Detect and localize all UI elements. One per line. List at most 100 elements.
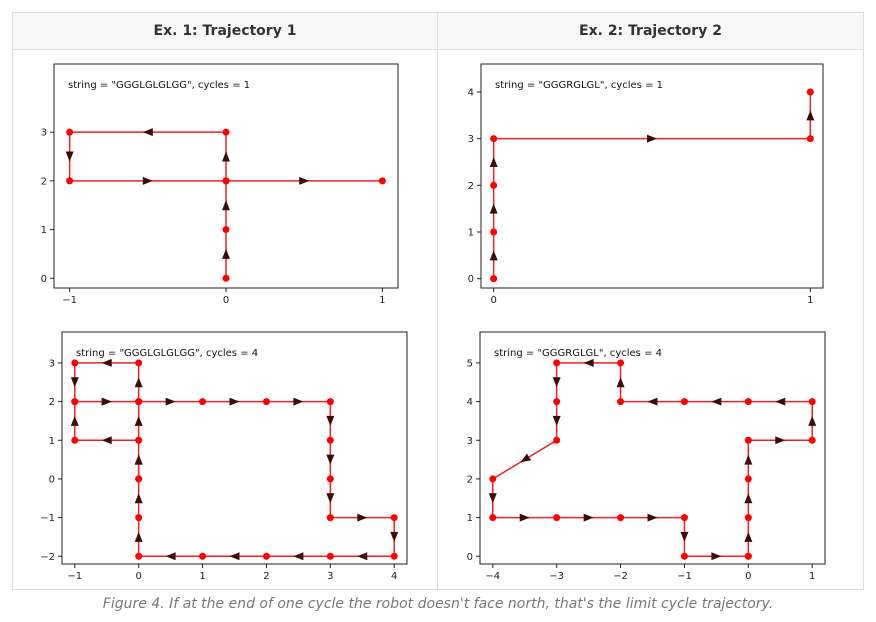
- direction-arrow: [70, 377, 79, 388]
- trajectory-point: [490, 275, 498, 283]
- x-tick-label: 0: [135, 571, 141, 582]
- direction-arrow: [101, 436, 112, 445]
- direction-arrow: [299, 176, 310, 185]
- trajectory-point: [71, 359, 79, 367]
- x-tick-label: −1: [67, 571, 82, 582]
- trajectory-point: [390, 552, 398, 560]
- x-tick-label: −4: [485, 571, 500, 582]
- direction-arrow: [390, 531, 399, 542]
- x-tick-label: −2: [613, 571, 628, 582]
- direction-arrow: [583, 513, 594, 522]
- direction-arrow: [357, 552, 368, 561]
- trajectory-point: [222, 226, 230, 234]
- y-tick-label: 2: [49, 397, 55, 408]
- trajectory-point: [326, 475, 334, 483]
- x-tick-label: −1: [677, 571, 692, 582]
- direction-arrow: [101, 397, 112, 406]
- trajectory-point: [553, 436, 561, 444]
- direction-arrow: [101, 358, 112, 367]
- direction-arrow: [552, 377, 561, 388]
- direction-arrow: [583, 358, 594, 367]
- direction-arrow: [165, 397, 176, 406]
- plot-annotation: string = "GGGLGLGLGG", cycles = 1: [68, 80, 250, 91]
- y-tick-label: 0: [41, 274, 47, 285]
- y-tick-label: −2: [40, 552, 55, 563]
- column-header-example-1: Ex. 1: Trajectory 1: [13, 13, 438, 50]
- trajectory-point: [553, 398, 561, 406]
- trajectory-point: [617, 359, 625, 367]
- y-tick-label: 2: [467, 474, 473, 485]
- x-tick-label: 0: [223, 295, 229, 306]
- y-tick-label: 0: [467, 552, 473, 563]
- trajectory-point: [66, 177, 74, 185]
- plot-frame: [480, 63, 824, 289]
- direction-arrow: [711, 397, 722, 406]
- direction-arrow: [222, 151, 230, 162]
- trajectory-point: [66, 128, 74, 136]
- y-tick-label: 3: [468, 134, 474, 145]
- plot-frame: [61, 331, 408, 565]
- plot-annotation: string = "GGGLGLGLGG", cycles = 4: [76, 348, 258, 359]
- trajectory-point: [744, 436, 752, 444]
- figure-caption: Figure 4. If at the end of one cycle the…: [102, 596, 774, 612]
- y-tick-label: 1: [49, 436, 55, 447]
- plot-4: −4 −3 −2 −1 0 1 0 1 2 3 4 5 string = "GGGRGLGL", cyc…: [467, 331, 826, 582]
- direction-arrow: [326, 415, 335, 426]
- trajectory-point: [390, 514, 398, 522]
- direction-arrow: [647, 397, 658, 406]
- trajectory-point: [617, 398, 625, 406]
- trajectory-point: [744, 398, 752, 406]
- trajectory-point: [135, 398, 143, 406]
- trajectory-point: [553, 514, 561, 522]
- direction-arrow: [680, 531, 689, 542]
- trajectory-point: [378, 177, 386, 185]
- y-tick-label: 4: [468, 88, 474, 99]
- direction-arrow: [647, 134, 657, 143]
- x-tick-label: 1: [809, 571, 815, 582]
- column-header-example-2: Ex. 2: Trajectory 2: [438, 13, 863, 50]
- direction-arrow: [806, 110, 815, 121]
- column-divider: [437, 13, 438, 589]
- y-tick-label: 0: [468, 274, 474, 285]
- trajectory-point: [71, 398, 79, 406]
- x-tick-label: 0: [745, 571, 751, 582]
- x-tick-label: 1: [199, 571, 205, 582]
- trajectory-point: [744, 514, 752, 522]
- direction-arrow: [165, 552, 176, 561]
- y-tick-label: 1: [467, 513, 473, 524]
- trajectory-point: [222, 274, 230, 282]
- x-tick-label: −3: [549, 571, 564, 582]
- figure-table: Ex. 1: Trajectory 1 Ex. 2: Trajectory 2: [12, 12, 864, 590]
- trajectory-plots: −1 0 1 0 1 2 3 string = "GGGLGLGLGG", cycles = …: [40, 63, 826, 582]
- direction-arrow: [293, 397, 304, 406]
- trajectory-point: [262, 398, 270, 406]
- trajectory-point: [490, 135, 498, 143]
- y-tick-label: 1: [468, 228, 474, 239]
- direction-arrow: [744, 531, 753, 542]
- trajectory-point: [680, 552, 688, 560]
- x-tick-label: 4: [391, 571, 397, 582]
- direction-arrow: [293, 552, 304, 561]
- y-tick-label: 2: [41, 176, 47, 187]
- direction-arrow: [552, 415, 561, 426]
- trajectory-point: [135, 475, 143, 483]
- trajectory-point: [680, 514, 688, 522]
- trajectory-point: [326, 398, 334, 406]
- trajectory-point: [222, 177, 230, 185]
- direction-arrow: [489, 203, 498, 214]
- direction-arrow: [520, 453, 532, 463]
- x-tick-label: 2: [263, 571, 269, 582]
- direction-arrow: [222, 248, 230, 259]
- direction-arrow: [647, 513, 658, 522]
- direction-arrow: [357, 513, 368, 522]
- trajectory-point: [326, 514, 334, 522]
- direction-arrow: [222, 200, 230, 211]
- direction-arrow: [489, 157, 498, 167]
- trajectory-point: [744, 475, 752, 483]
- direction-arrow: [229, 397, 240, 406]
- x-tick-label: 1: [379, 295, 385, 306]
- direction-arrow: [229, 552, 240, 561]
- trajectory-point: [135, 552, 143, 560]
- y-tick-label: −1: [40, 513, 55, 524]
- trajectory-point: [222, 128, 230, 136]
